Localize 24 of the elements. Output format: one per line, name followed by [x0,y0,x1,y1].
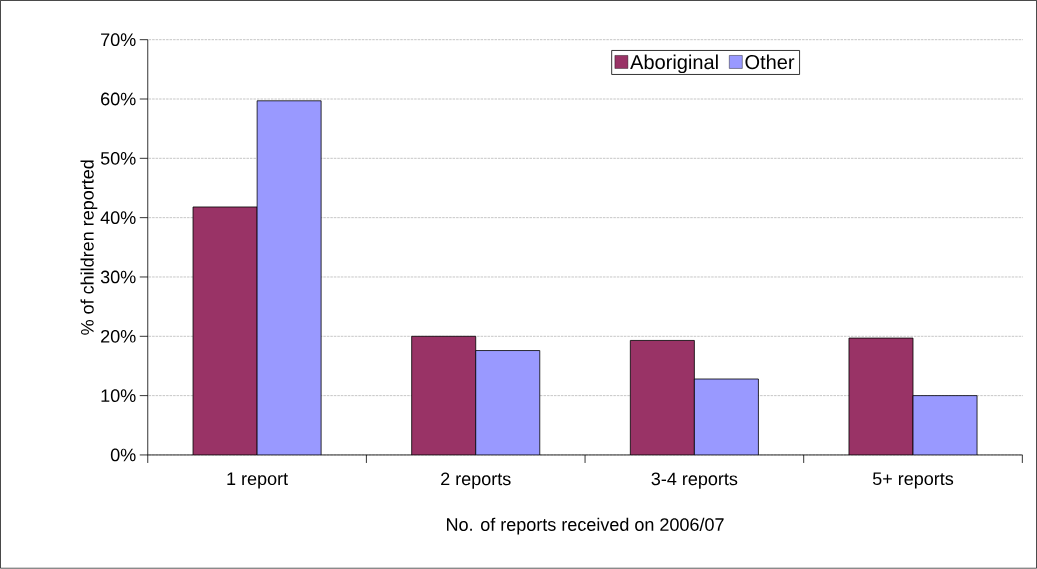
y-tick-label: 0% [110,448,136,462]
x-tick-label: 1 report [227,472,288,489]
x-axis-title: No. of reports received on 2006/07 [447,517,724,535]
y-tick-label: 20% [101,330,136,343]
bar [694,379,759,456]
bar [475,350,540,456]
bar [912,395,978,456]
legend-label: Other [745,54,795,70]
bar [848,337,914,456]
y-tick-label: 60% [101,92,136,106]
x-tick-label: 2 reports [441,472,511,489]
bar [630,340,695,456]
y-tick-label: 50% [100,152,136,165]
y-tick-label: 30% [100,270,136,284]
y-tick-label: 70% [101,33,136,47]
bar [411,336,476,456]
bar [193,207,258,456]
x-tick-label: 5+ reports [872,472,954,489]
legend-label: Aboriginal [630,54,718,74]
y-axis-title: % of children reported [80,160,98,335]
y-tick-label: 10% [101,389,136,403]
bar [257,100,322,456]
x-tick-label: 3-4 reports [651,472,738,489]
y-tick-label: 40% [100,211,136,225]
